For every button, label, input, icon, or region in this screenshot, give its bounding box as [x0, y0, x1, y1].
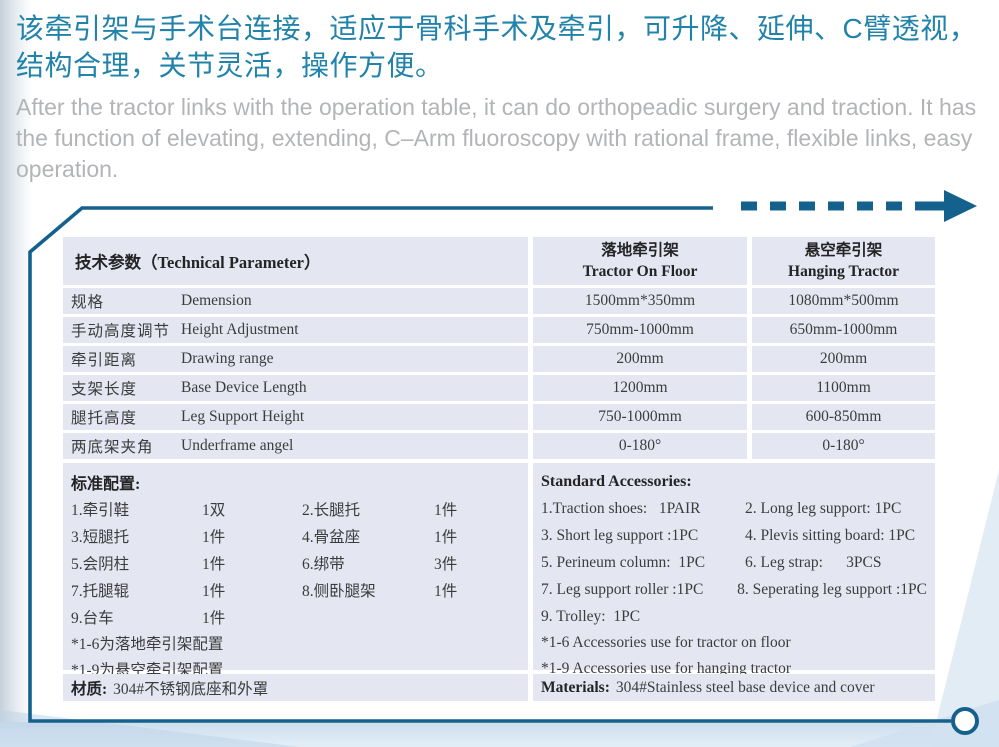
config-zh-note: *1-6为落地牵引架配置 — [71, 636, 224, 653]
param-en: Base Device Length — [181, 379, 307, 396]
param-zh: 两底架夹角 — [71, 439, 154, 456]
intro-text-english: After the tractor links with the operati… — [16, 94, 977, 182]
floor-value: 0-180° — [533, 433, 747, 459]
materials-chinese: 材质: 304#不锈钢底座和外罩 — [63, 674, 528, 701]
header-tractor-on-floor: 落地牵引架 Tractor On Floor — [533, 237, 747, 285]
hanging-value: 1100mm — [752, 375, 935, 401]
config-en-note: *1-6 Accessories use for tractor on floo… — [541, 634, 791, 651]
param-zh: 牵引距离 — [71, 352, 138, 369]
param-zh: 支架长度 — [71, 381, 138, 398]
standard-accessories-english: Standard Accessories: 1.Traction shoes: … — [533, 463, 935, 677]
hanging-value: 650mm-1000mm — [752, 317, 935, 343]
config-zh-title: 标准配置: — [71, 475, 141, 493]
config-en-line: 1.Traction shoes: 1PAIR 2. Long leg supp… — [541, 499, 902, 517]
header-technical-parameter: 技术参数（Technical Parameter） — [63, 237, 528, 285]
materials-en-label: Materials: — [541, 678, 610, 696]
header-hanging-tractor: 悬空牵引架 Hanging Tractor — [752, 237, 935, 285]
floor-value: 1500mm*350mm — [533, 288, 747, 314]
param-name-cell: 规格 Demension — [63, 288, 528, 314]
config-zh-line: 5.会阴柱 1件 6.绑带 3件 — [71, 555, 458, 573]
param-name-cell: 牵引距离 Drawing range — [63, 346, 528, 372]
header-hanging-zh: 悬空牵引架 — [804, 242, 883, 259]
table-row: 腿托高度 Leg Support Height 750-1000mm 600-8… — [63, 404, 935, 430]
table-row: 支架长度 Base Device Length 1200mm 1100mm — [63, 375, 935, 401]
param-zh: 规格 — [71, 294, 105, 311]
hanging-value: 200mm — [752, 346, 935, 372]
header-hanging-en: Hanging Tractor — [788, 263, 899, 280]
config-en-line: 9. Trolley: 1PC — [541, 607, 641, 625]
header-floor-zh: 落地牵引架 — [601, 242, 679, 259]
hanging-value: 1080mm*500mm — [752, 288, 935, 314]
floor-value: 200mm — [533, 346, 747, 372]
param-name-cell: 两底架夹角 Underframe angel — [63, 433, 528, 459]
config-zh-line: 7.托腿辊 1件 8.侧卧腿架 1件 — [71, 582, 458, 600]
materials-zh-value: 304#不锈钢底座和外罩 — [113, 680, 269, 698]
param-en: Height Adjustment — [181, 321, 299, 338]
dashed-arrow-right-icon — [741, 190, 977, 222]
param-en: Demension — [181, 292, 252, 309]
table-row: 规格 Demension 1500mm*350mm 1080mm*500mm — [63, 288, 935, 314]
param-name-cell: 腿托高度 Leg Support Height — [63, 404, 528, 430]
intro-text-chinese: 该牵引架与手术台连接，适应于骨科手术及牵引，可升降、延伸、C臂透视，结构合理，关… — [16, 13, 978, 81]
param-en: Drawing range — [181, 350, 274, 367]
config-en-title: Standard Accessories: — [541, 472, 692, 490]
param-zh: 腿托高度 — [71, 410, 138, 427]
hanging-value: 0-180° — [752, 433, 935, 459]
floor-value: 750mm-1000mm — [533, 317, 747, 343]
table-row: 手动高度调节 Height Adjustment 750mm-1000mm 65… — [63, 317, 935, 343]
config-en-line: 5. Perineum column: 1PC 6. Leg strap: 3P… — [541, 553, 882, 571]
config-zh-line: 9.台车 1件 — [71, 609, 226, 627]
table-header-row: 技术参数（Technical Parameter） 落地牵引架 Tractor … — [63, 237, 935, 285]
config-en-line: 7. Leg support roller :1PC 8. Seperating… — [541, 580, 927, 598]
materials-english: Materials: 304#Stainless steel base devi… — [533, 674, 935, 701]
param-name-cell: 手动高度调节 Height Adjustment — [63, 317, 528, 343]
config-en-line: 3. Short leg support :1PC 4. Plevis sitt… — [541, 526, 916, 544]
table-row: 牵引距离 Drawing range 200mm 200mm — [63, 346, 935, 372]
standard-config-section: 标准配置: 1.牵引鞋 1双 2.长腿托 1件 3.短腿托 1件 4.骨盆座 1… — [63, 463, 935, 679]
materials-row: 材质: 304#不锈钢底座和外罩 Materials: 304#Stainles… — [63, 674, 935, 701]
param-en: Leg Support Height — [181, 408, 305, 425]
standard-config-chinese: 标准配置: 1.牵引鞋 1双 2.长腿托 1件 3.短腿托 1件 4.骨盆座 1… — [63, 463, 528, 679]
config-zh-line: 3.短腿托 1件 4.骨盆座 1件 — [71, 528, 458, 546]
background-gradient-left — [0, 0, 32, 747]
technical-parameter-table: 技术参数（Technical Parameter） 落地牵引架 Tractor … — [63, 237, 935, 701]
param-en: Underframe angel — [181, 437, 294, 454]
materials-zh-label: 材质: — [71, 680, 108, 698]
header-floor-en: Tractor On Floor — [582, 263, 698, 280]
param-name-cell: 支架长度 Base Device Length — [63, 375, 528, 401]
hanging-value: 600-850mm — [752, 404, 935, 430]
config-zh-line: 1.牵引鞋 1双 2.长腿托 1件 — [71, 501, 458, 519]
materials-en-value: 304#Stainless steel base device and cove… — [615, 678, 875, 696]
floor-value: 1200mm — [533, 375, 747, 401]
param-zh: 手动高度调节 — [71, 323, 171, 340]
floor-value: 750-1000mm — [533, 404, 747, 430]
table-row: 两底架夹角 Underframe angel 0-180° 0-180° — [63, 433, 935, 459]
